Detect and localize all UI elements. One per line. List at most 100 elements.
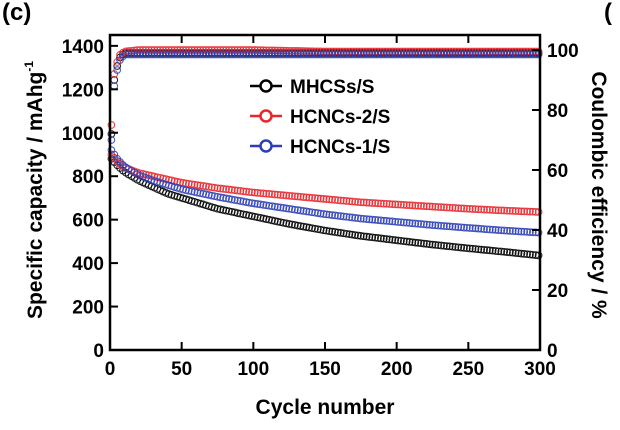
y2-axis-title: Coulombic efficiency / % — [587, 71, 610, 319]
capacity-point — [302, 193, 311, 202]
efficiency-point — [368, 50, 377, 59]
y-tick-label: 1400 — [62, 37, 104, 58]
series-2 — [107, 50, 543, 237]
capacity-point — [250, 188, 259, 197]
capacity-point — [319, 226, 328, 235]
efficiency-point — [471, 50, 480, 59]
capacity-point — [313, 209, 322, 217]
capacity-point — [322, 195, 331, 203]
capacity-point — [288, 192, 296, 200]
efficiency-point — [308, 50, 316, 59]
capacity-point — [368, 215, 377, 224]
capacity-point — [225, 195, 233, 203]
capacity-point — [411, 201, 420, 210]
capacity-point — [520, 250, 529, 258]
capacity-point — [245, 211, 253, 220]
capacity-point — [339, 196, 348, 205]
capacity-point — [377, 199, 385, 208]
efficiency-point — [282, 50, 291, 59]
efficiency-point — [302, 50, 311, 59]
capacity-point — [500, 206, 509, 215]
capacity-point — [270, 190, 279, 199]
efficiency-point — [425, 50, 434, 59]
capacity-point — [500, 226, 509, 235]
efficiency-point — [139, 50, 147, 59]
capacity-point — [227, 186, 236, 194]
efficiency-point — [414, 50, 423, 59]
capacity-point — [523, 250, 531, 259]
capacity-point — [325, 210, 334, 219]
capacity-point — [199, 182, 208, 190]
efficiency-point — [503, 50, 511, 59]
x-tick-label: 150 — [309, 359, 341, 380]
capacity-point — [222, 185, 230, 194]
capacity-point — [293, 206, 302, 214]
x-axis-title: Cycle number — [256, 396, 395, 419]
capacity-point — [451, 204, 460, 212]
efficiency-point — [162, 50, 170, 59]
capacity-point — [425, 240, 434, 249]
y-tick-label: 200 — [72, 298, 104, 319]
efficiency-point — [514, 50, 523, 59]
capacity-point — [233, 209, 242, 217]
efficiency-point — [205, 50, 213, 59]
capacity-point — [202, 182, 210, 191]
efficiency-point — [348, 50, 357, 59]
legend-label: HCNCs-1/S — [290, 137, 390, 158]
capacity-point — [365, 215, 374, 224]
capacity-point — [526, 250, 534, 259]
efficiency-point — [385, 50, 394, 59]
efficiency-point — [147, 50, 156, 59]
capacity-point — [227, 207, 236, 216]
capacity-point — [236, 187, 245, 195]
capacity-point — [248, 199, 256, 207]
efficiency-point — [377, 50, 385, 59]
capacity-point — [210, 183, 219, 192]
capacity-point — [408, 201, 417, 210]
efficiency-point — [316, 50, 325, 59]
y-tick-label: 1000 — [62, 124, 104, 145]
axis-ticks: 0 50 100 150 200 250 3000200400600800100012001… — [62, 35, 579, 380]
efficiency-point — [494, 50, 503, 59]
capacity-point — [253, 213, 262, 222]
capacity-point — [187, 187, 196, 196]
efficiency-point — [213, 50, 222, 59]
efficiency-point — [164, 50, 173, 59]
capacity-point — [431, 241, 440, 249]
efficiency-point — [113, 66, 122, 74]
capacity-point — [193, 188, 202, 197]
capacity-point — [506, 227, 514, 235]
efficiency-point — [176, 50, 185, 59]
capacity-point — [242, 198, 251, 206]
capacity-point — [488, 225, 497, 234]
capacity-point — [371, 216, 380, 224]
efficiency-point — [442, 50, 451, 59]
capacity-point — [293, 221, 302, 230]
efficiency-point — [124, 50, 133, 59]
capacity-point — [187, 180, 196, 189]
efficiency-point — [334, 50, 342, 59]
efficiency-point — [225, 50, 233, 59]
capacity-point — [402, 218, 411, 227]
capacity-point — [517, 249, 526, 258]
capacity-point — [425, 202, 434, 211]
capacity-point — [359, 214, 368, 223]
capacity-point — [342, 197, 351, 205]
capacity-point — [288, 220, 296, 229]
y-axis-title: Specific capacity / mAhg-1 — [22, 61, 47, 319]
efficiency-point — [534, 50, 543, 59]
capacity-point — [319, 195, 328, 203]
capacity-point — [511, 227, 520, 236]
efficiency-point — [210, 50, 219, 59]
capacity-point — [508, 227, 517, 235]
capacity-point — [308, 208, 316, 217]
capacity-point — [239, 210, 248, 219]
capacity-point — [296, 206, 305, 215]
capacity-point — [445, 242, 454, 251]
efficiency-point — [457, 50, 466, 59]
efficiency-point — [428, 50, 437, 59]
legend-label: MHCSs/S — [290, 77, 374, 98]
capacity-point — [213, 204, 222, 213]
capacity-point — [428, 240, 437, 249]
x-tick-label: 200 — [381, 359, 413, 380]
